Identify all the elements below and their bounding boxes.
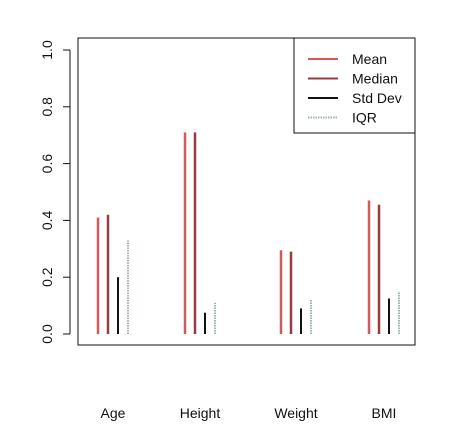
y-tick-label: 0.6 xyxy=(39,154,55,174)
y-tick-label: 0.2 xyxy=(39,267,55,287)
x-label-age: Age xyxy=(101,405,126,421)
legend-label-std-dev: Std Dev xyxy=(352,90,402,106)
x-label-height: Height xyxy=(180,405,221,421)
legend: Mean Median Std Dev IQR xyxy=(293,37,416,134)
y-tick-label: 0.0 xyxy=(39,324,55,344)
x-label-weight: Weight xyxy=(274,405,317,421)
bars-group xyxy=(96,132,400,334)
legend-label-mean: Mean xyxy=(352,51,387,67)
y-tick-label: 0.8 xyxy=(39,97,55,117)
y-axis-ticks: 0.0 0.2 0.4 0.6 0.8 1.0 xyxy=(39,40,70,344)
plot-frame xyxy=(77,37,416,346)
legend-label-median: Median xyxy=(352,71,398,87)
x-label-bmi: BMI xyxy=(372,405,397,421)
y-tick-label: 1.0 xyxy=(39,40,55,60)
x-axis-labels: Age Height Weight BMI xyxy=(101,405,397,421)
legend-label-iqr: IQR xyxy=(352,110,377,126)
y-tick-label: 0.4 xyxy=(39,210,55,230)
